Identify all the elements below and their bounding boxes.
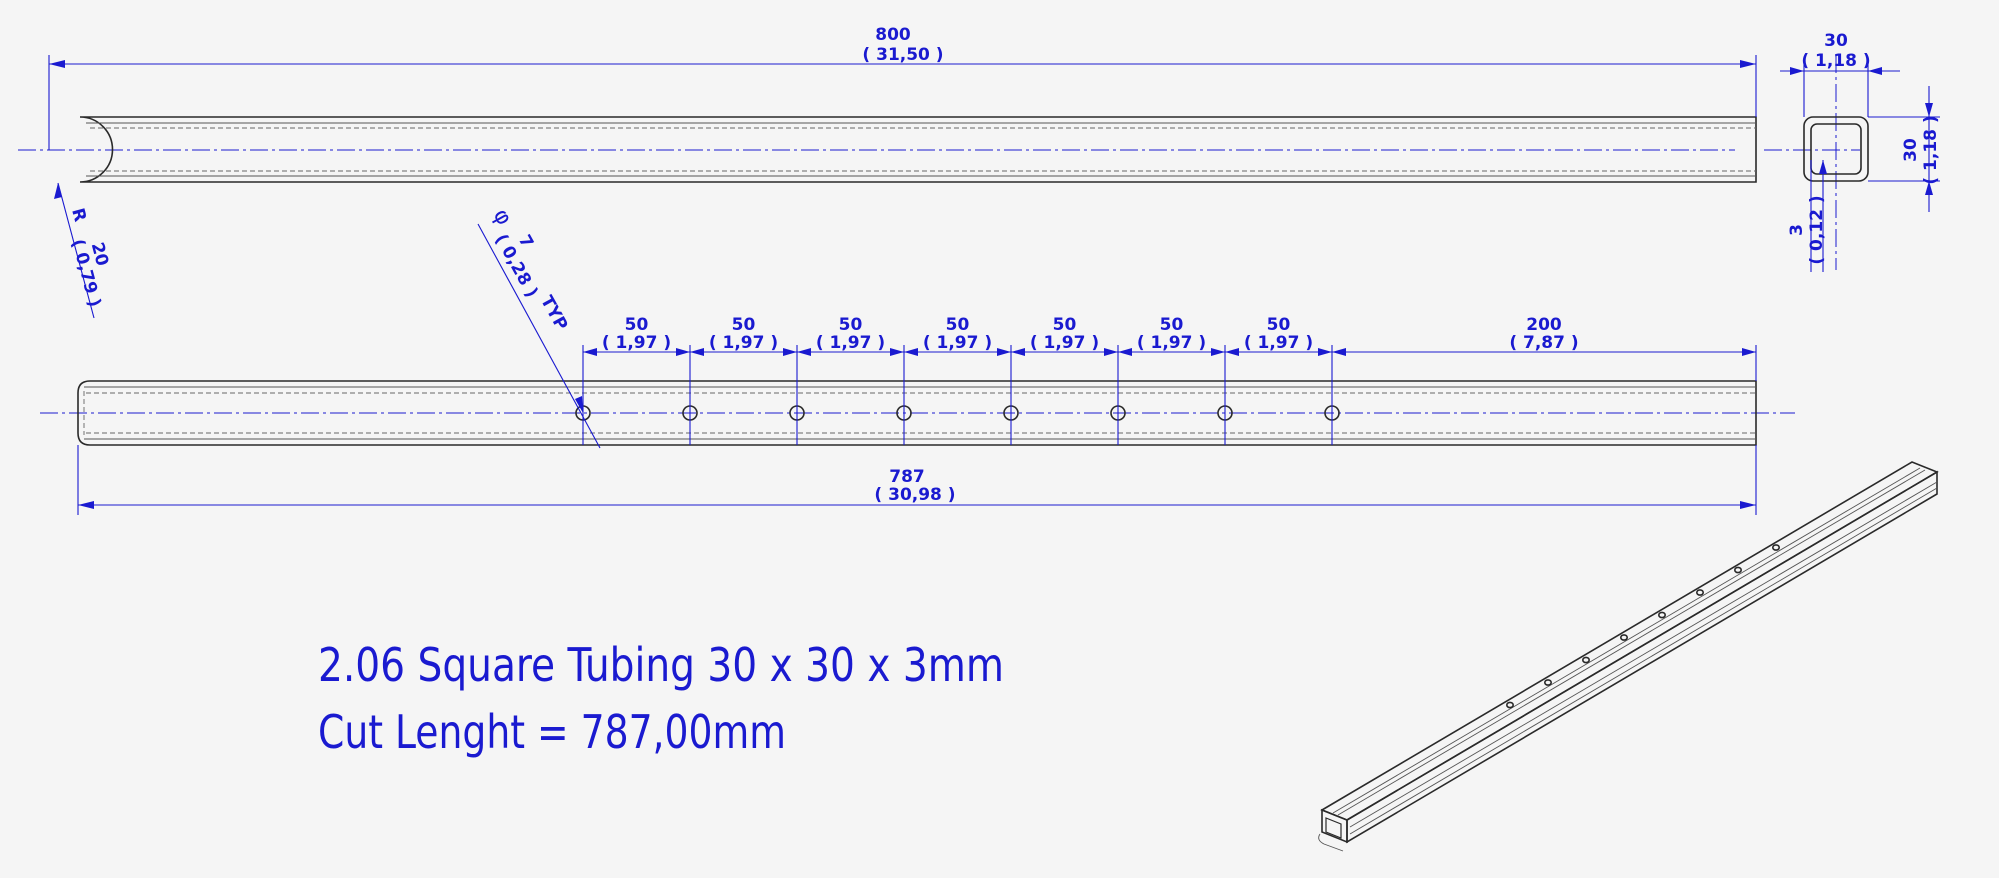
iso-hole <box>1734 566 1743 574</box>
title-line-1: 2.06 Square Tubing 30 x 30 x 3mm <box>318 638 1004 692</box>
iso-hole <box>1620 634 1629 641</box>
section-width-inch: ( 1,18 ) <box>1801 51 1870 71</box>
spacing-dimension: 50( 1,97 ) <box>1118 315 1225 356</box>
spacing-value: 50 <box>1160 315 1184 335</box>
spacing-dimension: 50( 1,97 ) <box>797 315 904 356</box>
spacing-value: 50 <box>839 315 863 335</box>
section-height-inch: ( 1,18 ) <box>1921 115 1941 184</box>
spacing-dimension: 50( 1,97 ) <box>583 315 690 356</box>
title-line-2: Cut Lenght = 787,00mm <box>318 705 786 759</box>
iso-hole <box>1544 679 1553 686</box>
isometric-view <box>1318 461 1939 852</box>
hole-spacing-dimensions: 50( 1,97 )50( 1,97 )50( 1,97 )50( 1,97 )… <box>582 315 1756 445</box>
section-view: 30 ( 1,18 ) 30 ( 1,18 ) 3 ( 0,12 ) <box>1764 31 1941 272</box>
spacing-dimension: 200( 7,87 ) <box>1332 315 1756 356</box>
spacing-inch: ( 1,97 ) <box>923 333 992 353</box>
section-width-value: 30 <box>1824 31 1848 51</box>
spacing-value: 200 <box>1526 315 1562 335</box>
iso-hole <box>1658 611 1667 619</box>
iso-hole <box>1696 589 1705 596</box>
spacing-value: 50 <box>1053 315 1077 335</box>
spacing-value: 50 <box>625 315 649 335</box>
section-height-value: 30 <box>1901 138 1921 162</box>
wall-thickness-value: 3 <box>1787 224 1807 236</box>
overall-length-inch: ( 31,50 ) <box>862 45 943 65</box>
spacing-inch: ( 1,97 ) <box>816 333 885 353</box>
wall-thickness-inch: ( 0,12 ) <box>1807 195 1827 264</box>
spacing-dimension: 50( 1,97 ) <box>1225 315 1332 356</box>
spacing-inch: ( 1,97 ) <box>1030 333 1099 353</box>
radius-prefix: R <box>67 206 90 224</box>
cut-length-inch: ( 30,98 ) <box>874 485 955 505</box>
top-view: 800 ( 31,50 ) R 20 ( 0,79 ) <box>18 25 1757 319</box>
radius-dimension: R 20 ( 0,79 ) <box>67 206 112 309</box>
spacing-inch: ( 7,87 ) <box>1509 333 1578 353</box>
iso-hole <box>1772 544 1781 551</box>
iso-hole <box>1582 656 1591 664</box>
iso-hole <box>1506 701 1515 709</box>
spacing-value: 50 <box>732 315 756 335</box>
spacing-inch: ( 1,97 ) <box>1137 333 1206 353</box>
isometric-holes <box>1506 544 1781 709</box>
hole-typ-note: TYP <box>536 292 571 334</box>
spacing-dimension: 50( 1,97 ) <box>904 315 1011 356</box>
overall-length-value: 800 <box>875 25 911 45</box>
spacing-inch: ( 1,97 ) <box>1244 333 1313 353</box>
front-view: 50( 1,97 )50( 1,97 )50( 1,97 )50( 1,97 )… <box>40 205 1795 515</box>
title-block: 2.06 Square Tubing 30 x 30 x 3mm Cut Len… <box>318 638 1004 759</box>
spacing-inch: ( 1,97 ) <box>709 333 778 353</box>
spacing-dimension: 50( 1,97 ) <box>1011 315 1118 356</box>
diameter-symbol: φ <box>488 205 517 230</box>
spacing-dimension: 50( 1,97 ) <box>690 315 797 356</box>
spacing-inch: ( 1,97 ) <box>602 333 671 353</box>
cut-length-value: 787 <box>889 467 925 487</box>
spacing-value: 50 <box>1267 315 1291 335</box>
spacing-value: 50 <box>946 315 970 335</box>
